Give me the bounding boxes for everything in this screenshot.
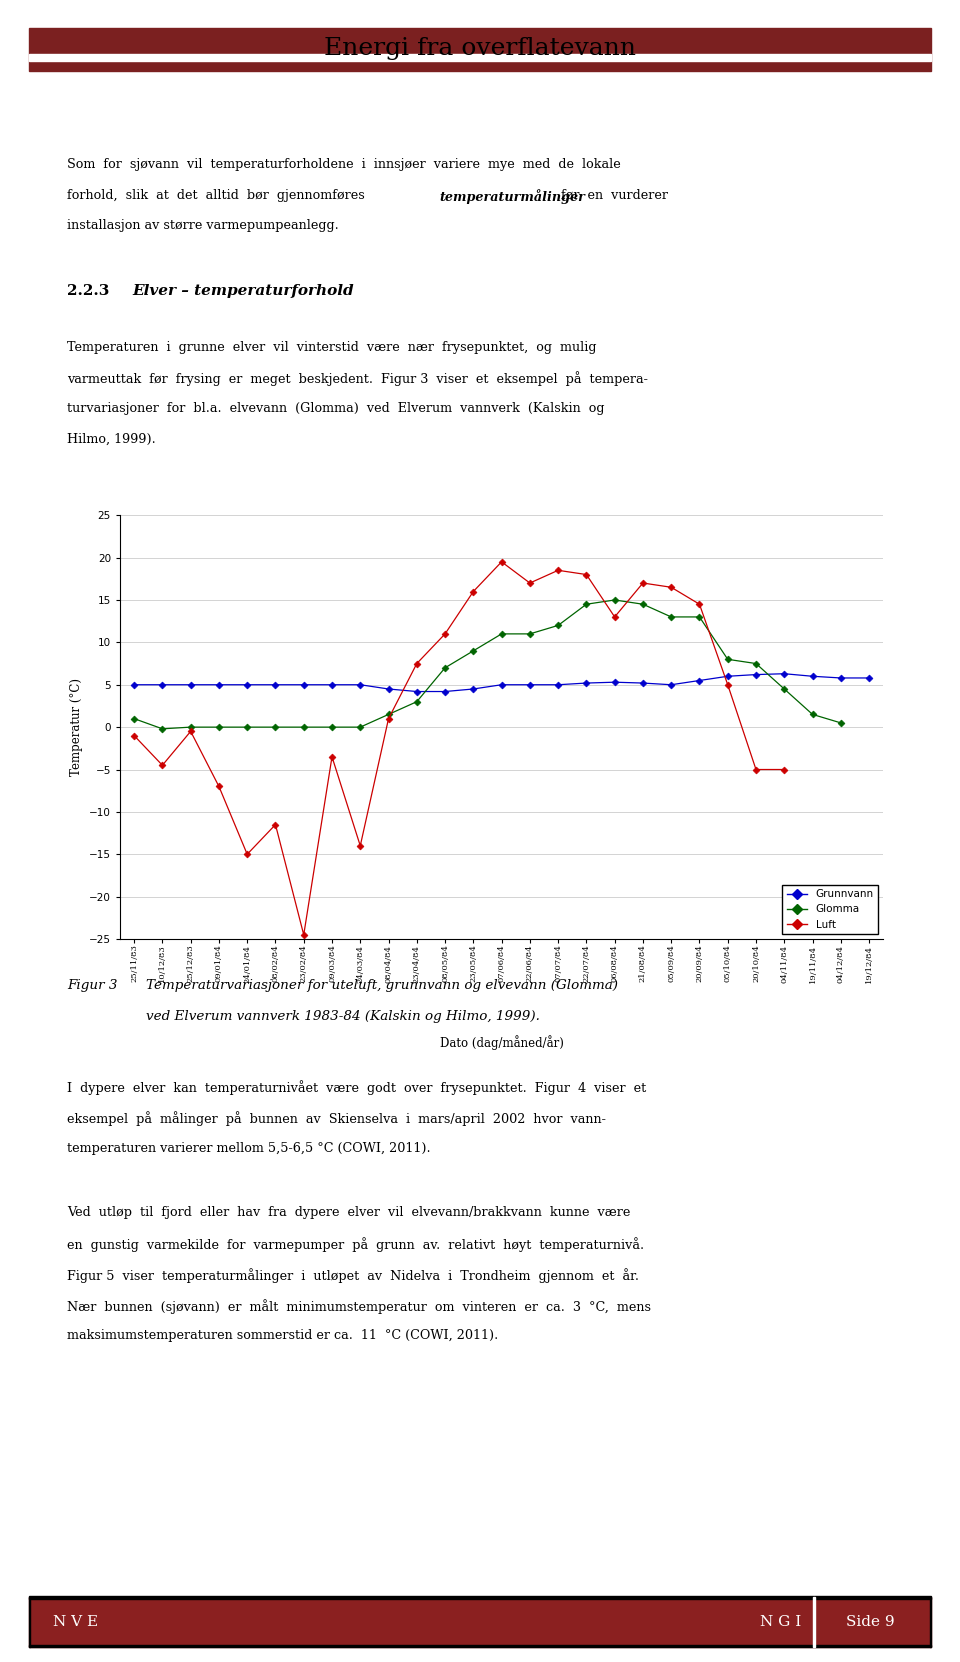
Text: Figur 3: Figur 3: [67, 979, 118, 992]
Text: Figur 5  viser  temperaturmålinger  i  utløpet  av  Nidelva  i  Trondheim  gjenn: Figur 5 viser temperaturmålinger i utløp…: [67, 1268, 639, 1283]
Bar: [29, 1645, 931, 1647]
Text: ved Elverum vannverk 1983-84 (Kalskin og Hilmo, 1999).: ved Elverum vannverk 1983-84 (Kalskin og…: [146, 1010, 540, 1022]
Text: I  dypere  elver  kan  temperaturnivået  være  godt  over  frysepunktet.  Figur : I dypere elver kan temperaturnivået være…: [67, 1080, 646, 1095]
Text: Som  for  sjøvann  vil  temperaturforholdene  i  innsjøer  variere  mye  med  de: Som for sjøvann vil temperaturforholdene…: [67, 158, 621, 171]
Bar: [29, 53, 931, 60]
X-axis label: Dato (dag/måned/år): Dato (dag/måned/år): [440, 1035, 564, 1050]
Text: turvariasjoner  for  bl.a.  elvevann  (Glomma)  ved  Elverum  vannverk  (Kalskin: turvariasjoner for bl.a. elvevann (Glomm…: [67, 402, 605, 416]
Bar: [29, 28, 931, 71]
Text: forhold,  slik  at  det  alltid  bør  gjennomføres: forhold, slik at det alltid bør gjennomf…: [67, 188, 372, 201]
Text: Nær  bunnen  (sjøvann)  er  målt  minimumstemperatur  om  vinteren  er  ca.  3  : Nær bunnen (sjøvann) er målt minimumstem…: [67, 1298, 651, 1313]
Bar: [29, 1597, 31, 1647]
Text: Elver – temperaturforhold: Elver – temperaturforhold: [132, 284, 354, 297]
Text: eksempel  på  målinger  på  bunnen  av  Skienselva  i  mars/april  2002  hvor  v: eksempel på målinger på bunnen av Skiens…: [67, 1112, 606, 1127]
Text: varmeuttak  før  frysing  er  meget  beskjedent.  Figur 3  viser  et  eksempel  : varmeuttak før frysing er meget beskjede…: [67, 372, 648, 387]
Text: Ved  utløp  til  fjord  eller  hav  fra  dypere  elver  vil  elvevann/brakkvann : Ved utløp til fjord eller hav fra dypere…: [67, 1207, 631, 1220]
Text: Hilmo, 1999).: Hilmo, 1999).: [67, 434, 156, 445]
Bar: [29, 1597, 931, 1647]
Bar: [29, 1596, 931, 1599]
Text: en  gunstig  varmekilde  for  varmepumper  på  grunn  av.  relativt  høyt  tempe: en gunstig varmekilde for varmepumper på…: [67, 1237, 644, 1251]
Text: temperaturmålinger: temperaturmålinger: [440, 188, 586, 203]
Text: N V E: N V E: [53, 1615, 98, 1629]
Text: maksimumstemperaturen sommerstid er ca.  11  °C (COWI, 2011).: maksimumstemperaturen sommerstid er ca. …: [67, 1330, 498, 1343]
Text: Energi fra overflatevann: Energi fra overflatevann: [324, 37, 636, 60]
Text: Temperaturvariasjoner for uteluft, grunnvann og elvevann (Glomma): Temperaturvariasjoner for uteluft, grunn…: [146, 979, 618, 992]
Legend: Grunnvann, Glomma, Luft: Grunnvann, Glomma, Luft: [782, 886, 878, 934]
Text: 2.2.3: 2.2.3: [67, 284, 109, 297]
Text: N G I: N G I: [760, 1615, 802, 1629]
Text: Temperaturen  i  grunne  elver  vil  vinterstid  være  nær  frysepunktet,  og  m: Temperaturen i grunne elver vil vinterst…: [67, 341, 597, 354]
Text: installasjon av større varmepumpeanlegg.: installasjon av større varmepumpeanlegg.: [67, 219, 339, 233]
Text: før  en  vurderer: før en vurderer: [553, 188, 668, 201]
Bar: [929, 1597, 931, 1647]
Text: temperaturen varierer mellom 5,5-6,5 °C (COWI, 2011).: temperaturen varierer mellom 5,5-6,5 °C …: [67, 1142, 431, 1155]
Text: Side 9: Side 9: [847, 1615, 895, 1629]
Bar: [813, 1597, 815, 1647]
Y-axis label: Temperatur (°C): Temperatur (°C): [70, 678, 84, 776]
